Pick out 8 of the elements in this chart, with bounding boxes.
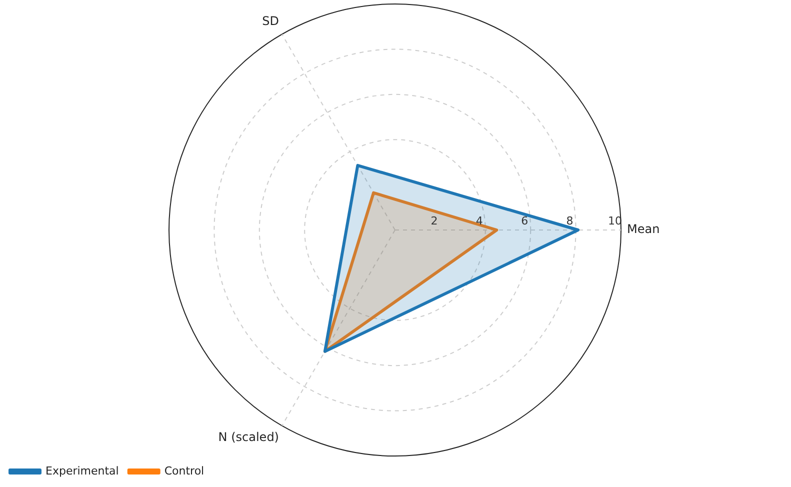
spoke-label: Mean	[627, 222, 660, 236]
legend-label: Experimental	[46, 464, 119, 478]
y-tick-label: 6	[521, 214, 528, 228]
legend-label: Control	[164, 464, 204, 478]
y-tick-label: 2	[430, 214, 438, 228]
spoke-label: N (scaled)	[218, 430, 279, 444]
y-tick-label: 8	[566, 214, 574, 228]
spoke-label: SD	[262, 14, 279, 28]
